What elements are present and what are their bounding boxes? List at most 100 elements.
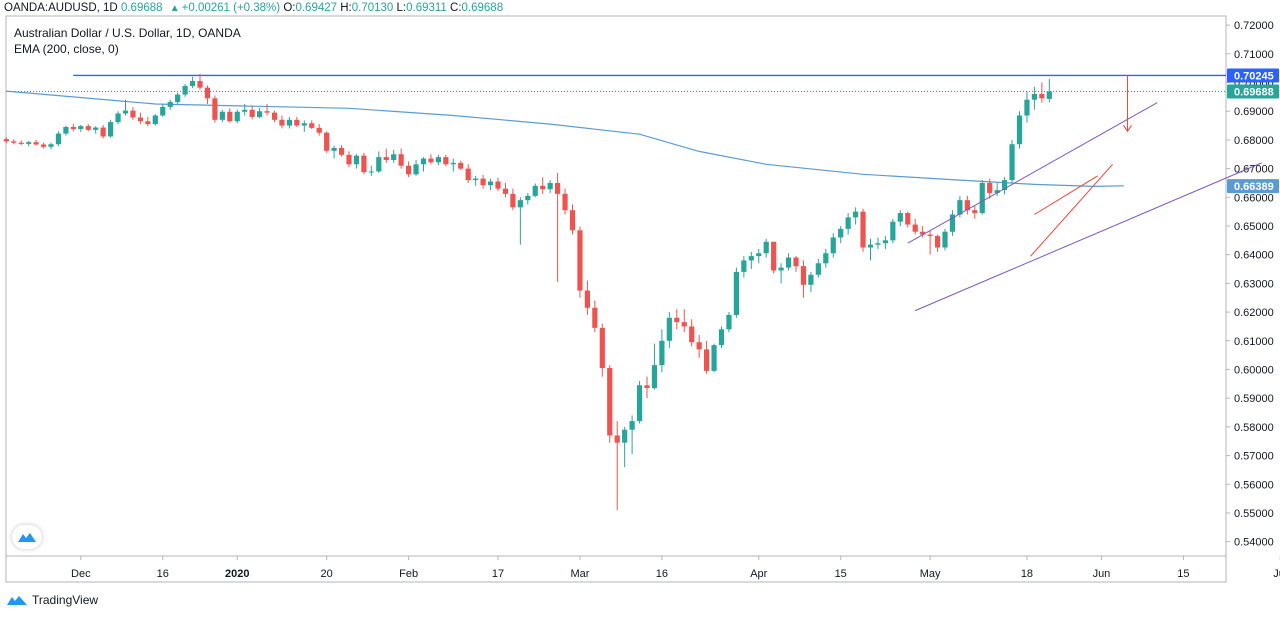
candle-body [920, 231, 926, 235]
candle-body [763, 241, 769, 254]
candle-body [629, 421, 635, 430]
y-tick-label: 0.59000 [1234, 393, 1274, 405]
candle-body [458, 162, 464, 169]
candle-body [815, 263, 821, 275]
candle-body [480, 178, 486, 186]
candle-body [122, 110, 129, 114]
y-tick-label: 0.62000 [1234, 307, 1274, 319]
candle-body [912, 224, 918, 232]
candle-body [301, 123, 307, 126]
candle-body [718, 329, 725, 346]
candle-body [413, 164, 419, 175]
candle-body [905, 213, 911, 225]
candle-body [338, 147, 345, 155]
candle-body [711, 345, 717, 371]
x-tick-label: 17 [492, 568, 504, 580]
candle-body [949, 214, 956, 232]
candle-body [152, 115, 158, 125]
chart-subtitle: Australian Dollar / U.S. Dollar, 1D, OAN… [14, 26, 241, 40]
x-tick-label: Apr [750, 568, 767, 580]
candle-body [26, 142, 32, 144]
candle-body [689, 326, 695, 343]
candle-body [420, 158, 427, 165]
candle-body [271, 112, 278, 120]
x-tick-label: 20 [321, 568, 333, 580]
close-value: 0.69688 [461, 2, 504, 14]
candle-body [108, 122, 114, 137]
wedge-upper-line [1034, 175, 1098, 215]
candles-group [3, 73, 1052, 511]
candle-body [443, 157, 449, 165]
candle-body [78, 126, 84, 129]
x-tick-label: 15 [1177, 568, 1189, 580]
candle-body [510, 193, 516, 208]
tradingview-badge-icon[interactable] [12, 525, 42, 549]
price-label-box [1227, 84, 1279, 99]
candle-body [890, 221, 896, 241]
candle-body [659, 340, 665, 366]
tradingview-logo-icon[interactable] [6, 594, 28, 606]
x-tick-label: 16 [656, 568, 668, 580]
candle-body [1016, 115, 1023, 145]
candle-body [1031, 93, 1037, 100]
low-value: 0.69311 [406, 2, 447, 14]
y-tick-label: 0.72000 [1234, 20, 1274, 32]
candle-body [160, 106, 166, 116]
channel-lower-line [915, 162, 1262, 312]
candle-body [1002, 180, 1008, 191]
candle-body [666, 317, 672, 341]
candle-body [249, 109, 255, 117]
candle-body [383, 157, 389, 160]
candle-body [517, 200, 523, 208]
candle-body [897, 213, 903, 222]
candle-body [547, 182, 553, 190]
candle-body [376, 157, 382, 172]
open-value: 0.69427 [295, 2, 338, 14]
candle-body [93, 127, 99, 130]
y-tick-label: 0.71000 [1234, 49, 1274, 61]
candle-body [1039, 93, 1045, 99]
candle-body [838, 228, 844, 238]
last-price: 0.69688 [120, 2, 163, 14]
candle-body [70, 126, 76, 129]
x-tick-label: May [920, 568, 941, 580]
candle-body [487, 181, 494, 186]
candle-body [599, 327, 605, 369]
candle-body [1024, 99, 1030, 116]
candle-body [465, 168, 471, 181]
candle-body [778, 267, 784, 271]
x-tick-label: 15 [835, 568, 847, 580]
drop-arrow-head [1123, 125, 1132, 133]
plot-frame [5, 15, 1227, 583]
ema-legend[interactable]: EMA (200, close, 0) [14, 42, 119, 56]
candle-body [644, 385, 650, 389]
channel-upper-line [907, 102, 1158, 244]
candle-body [234, 111, 240, 122]
footer-brand[interactable]: TradingView [32, 593, 99, 607]
y-tick-label: 0.56000 [1234, 479, 1274, 491]
candle-body [264, 111, 270, 113]
y-tick-label: 0.61000 [1234, 336, 1274, 348]
candle-body [532, 185, 538, 196]
candle-body [115, 113, 121, 123]
candle-body [577, 230, 583, 291]
y-tick-label: 0.54000 [1234, 537, 1274, 549]
candle-body [242, 109, 248, 112]
candle-body [55, 133, 62, 145]
candle-body [622, 429, 628, 443]
candle-body [882, 240, 888, 244]
low-label: L: [396, 2, 407, 14]
candle-body [182, 85, 188, 95]
candle-body [964, 200, 970, 211]
candle-body [592, 307, 598, 328]
candle-body [368, 171, 374, 173]
price-label-text: 0.70245 [1234, 70, 1274, 82]
high-value: 0.70130 [351, 2, 394, 14]
candle-body [85, 126, 91, 130]
candle-body [11, 141, 17, 143]
candle-body [309, 123, 315, 128]
x-tick-label: Feb [399, 568, 418, 580]
candle-body [994, 190, 1000, 193]
symbol-name[interactable]: OANDA:AUDUSD, 1D [4, 2, 118, 14]
